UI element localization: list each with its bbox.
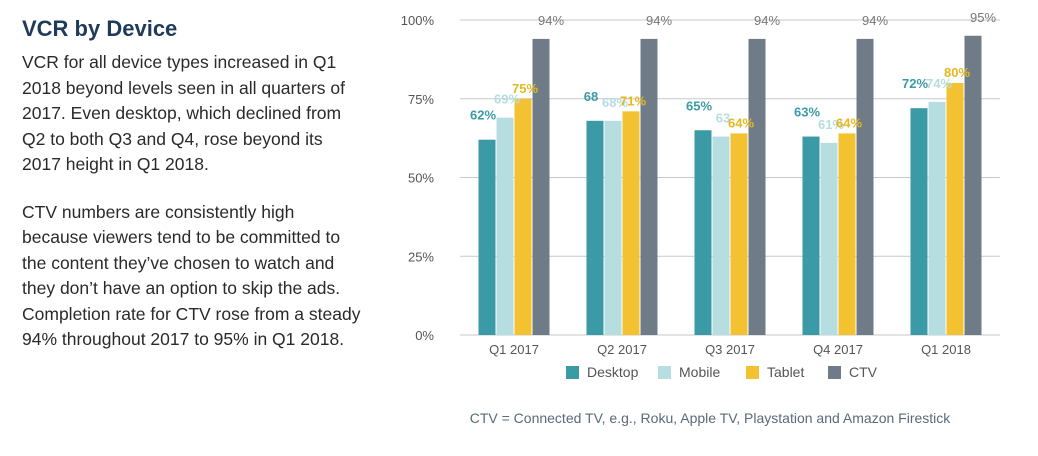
- bar-mobile: [928, 101, 946, 336]
- x-tick-label: Q1 2017: [489, 342, 539, 357]
- data-label: 94%: [754, 13, 780, 28]
- data-label: 64%: [728, 115, 754, 130]
- data-label: 71%: [620, 93, 646, 108]
- bar-ctv: [640, 38, 658, 336]
- bar-ctv: [532, 38, 550, 336]
- bar-mobile: [712, 136, 730, 335]
- y-tick-label: 100%: [401, 13, 435, 28]
- data-label: 95%: [970, 10, 996, 25]
- x-tick-label: Q3 2017: [705, 342, 755, 357]
- bar-mobile: [604, 120, 622, 335]
- data-label: 94%: [646, 13, 672, 28]
- data-label: 65%: [686, 98, 712, 113]
- legend-swatch-mobile: [658, 366, 671, 379]
- x-tick-label: Q4 2017: [813, 342, 863, 357]
- bar-tablet: [946, 83, 964, 335]
- bar-mobile: [820, 142, 838, 335]
- vcr-chart: 0% 25% 50% 75% 100% 62% 69% 75% 94% Q1 2017 68 68% 7…: [380, 0, 1038, 456]
- bar-tablet: [514, 98, 532, 335]
- legend-label: Desktop: [587, 364, 639, 380]
- bar-tablet: [730, 133, 748, 335]
- data-label: 69%: [494, 92, 520, 107]
- bar-desktop: [478, 139, 496, 335]
- data-label: 62%: [470, 108, 496, 123]
- paragraph-vcr: VCR for all device types increased in Q1…: [22, 52, 345, 174]
- legend-label: CTV: [849, 364, 878, 380]
- bar-desktop: [586, 120, 604, 335]
- data-label: 72%: [902, 76, 928, 91]
- bar-tablet: [622, 111, 640, 335]
- bar-ctv: [856, 38, 874, 336]
- data-label: 61%: [818, 117, 844, 132]
- data-label: 64%: [836, 115, 862, 130]
- data-label: 80%: [944, 65, 970, 80]
- bar-desktop: [694, 130, 712, 335]
- bar-mobile: [496, 117, 514, 336]
- bar-tablet: [838, 133, 856, 335]
- chart-caption: CTV = Connected TV, e.g., Roku, Apple TV…: [469, 410, 951, 426]
- legend-swatch-desktop: [566, 366, 579, 379]
- y-tick-label: 25%: [408, 249, 434, 264]
- section-heading: VCR by Device: [22, 16, 178, 41]
- y-tick-label: 50%: [408, 171, 434, 186]
- x-tick-label: Q2 2017: [597, 342, 647, 357]
- y-tick-label: 75%: [408, 92, 434, 107]
- data-label: 74%: [926, 76, 952, 91]
- bar-ctv: [748, 38, 766, 336]
- legend-label: Tablet: [767, 364, 804, 380]
- legend-swatch-ctv: [828, 366, 841, 379]
- data-label: 68: [584, 89, 598, 104]
- data-label: 94%: [538, 13, 564, 28]
- y-tick-label: 0%: [415, 328, 434, 343]
- bar-desktop: [802, 136, 820, 335]
- x-tick-label: Q1 2018: [921, 342, 971, 357]
- data-label: 63%: [794, 105, 820, 120]
- legend-swatch-tablet: [746, 366, 759, 379]
- data-label: 94%: [862, 13, 888, 28]
- text-panel: VCR by Device VCR for all device types i…: [22, 14, 362, 375]
- legend-label: Mobile: [679, 364, 720, 380]
- data-label: 63: [716, 111, 730, 126]
- data-label: 75%: [512, 81, 538, 96]
- paragraph-ctv: CTV numbers are consistently high becaus…: [22, 201, 361, 350]
- bar-ctv: [964, 35, 982, 335]
- data-label: 68%: [602, 95, 628, 110]
- bar-desktop: [910, 108, 928, 335]
